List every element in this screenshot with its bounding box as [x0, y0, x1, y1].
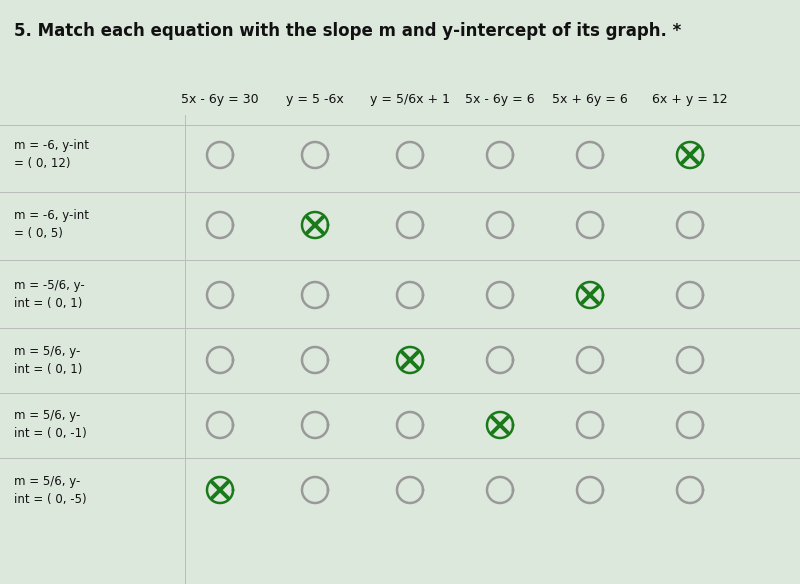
- Text: 5x - 6y = 6: 5x - 6y = 6: [465, 93, 535, 106]
- Text: y = 5 -6x: y = 5 -6x: [286, 93, 344, 106]
- Text: 5x - 6y = 30: 5x - 6y = 30: [181, 93, 259, 106]
- Text: m = 5/6, y-
int = ( 0, 1): m = 5/6, y- int = ( 0, 1): [14, 345, 82, 376]
- Text: m = 5/6, y-
int = ( 0, -5): m = 5/6, y- int = ( 0, -5): [14, 474, 86, 506]
- Text: m = -6, y-int
= ( 0, 5): m = -6, y-int = ( 0, 5): [14, 210, 89, 241]
- Text: m = -6, y-int
= ( 0, 12): m = -6, y-int = ( 0, 12): [14, 140, 89, 171]
- Text: y = 5/6x + 1: y = 5/6x + 1: [370, 93, 450, 106]
- Text: m = -5/6, y-
int = ( 0, 1): m = -5/6, y- int = ( 0, 1): [14, 280, 85, 311]
- Text: 6x + y = 12: 6x + y = 12: [652, 93, 728, 106]
- Text: m = 5/6, y-
int = ( 0, -1): m = 5/6, y- int = ( 0, -1): [14, 409, 86, 440]
- Text: 5. Match each equation with the slope m and y-intercept of its graph. *: 5. Match each equation with the slope m …: [14, 22, 682, 40]
- Text: 5x + 6y = 6: 5x + 6y = 6: [552, 93, 628, 106]
